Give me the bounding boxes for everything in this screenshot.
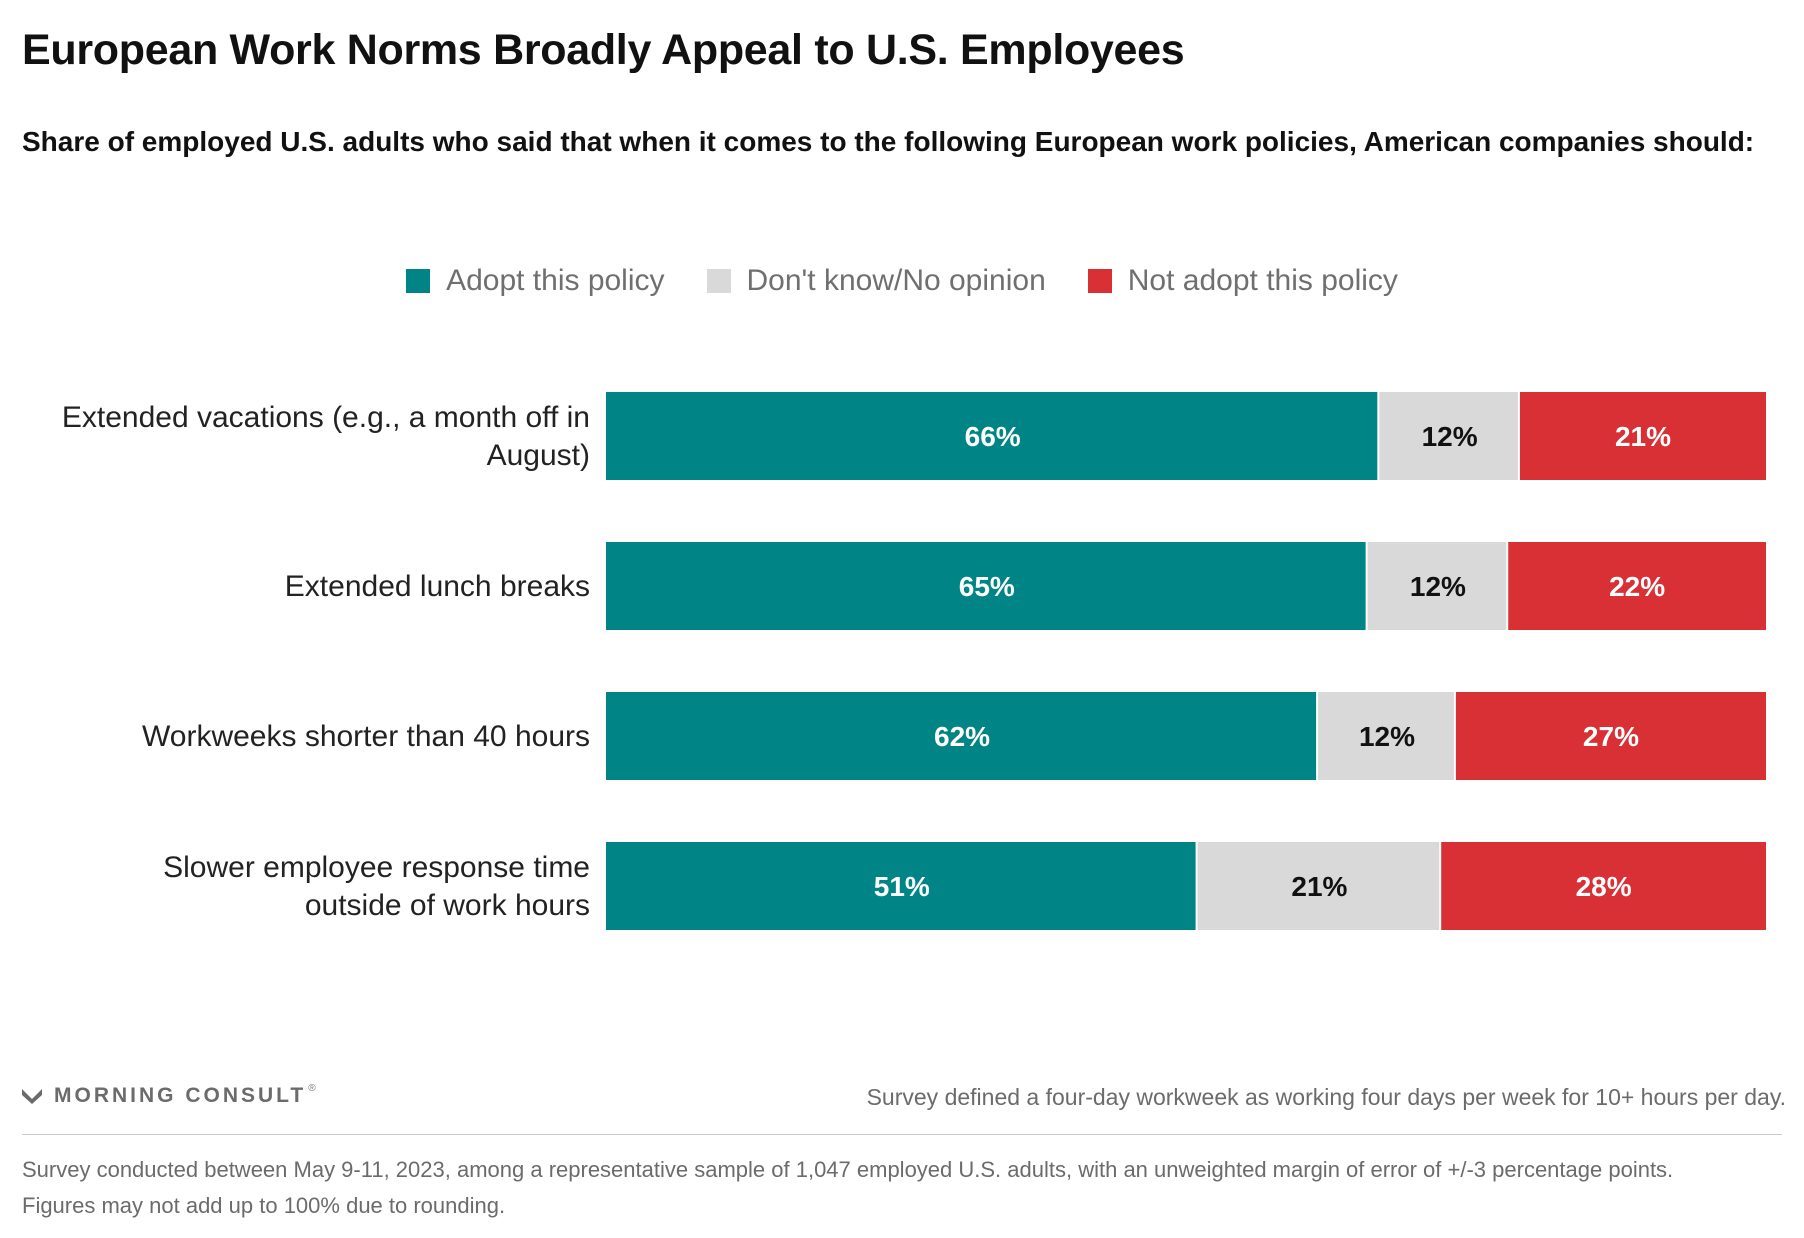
legend: Adopt this policy Don't know/No opinion …: [0, 264, 1804, 298]
legend-label-dont-know: Don't know/No opinion: [746, 264, 1046, 297]
legend-item-dont-know: Don't know/No opinion: [706, 264, 1046, 298]
bar-value-label: 51%: [874, 871, 930, 902]
methodology-note: Survey conducted between May 9-11, 2023,…: [22, 1157, 1674, 1218]
legend-label-adopt: Adopt this policy: [446, 264, 665, 297]
bar-value-label: 12%: [1410, 571, 1466, 602]
legend-swatch-dont-know: [706, 269, 731, 293]
bar-segment: [606, 842, 1196, 930]
legend-item-not-adopt: Not adopt this policy: [1087, 264, 1398, 298]
legend-swatch-not-adopt: [1087, 269, 1112, 293]
bar-segment: [1519, 392, 1766, 480]
bar-value-label: 65%: [959, 571, 1015, 602]
category-label: Extended lunch breaks: [285, 570, 590, 603]
bar-value-label: 12%: [1422, 421, 1478, 452]
bar-value-label: 62%: [934, 721, 990, 752]
category-label: Workweeks shorter than 40 hours: [142, 720, 590, 753]
brand-logo: MORNING CONSULT ®: [20, 1082, 316, 1108]
bar-value-label: 27%: [1583, 721, 1639, 752]
morning-consult-logo-icon: [22, 1089, 42, 1104]
bar-value-label: 22%: [1609, 571, 1665, 602]
legend-item-adopt: Adopt this policy: [406, 264, 665, 298]
bar-value-label: 12%: [1359, 721, 1415, 752]
bar-segment: [1367, 542, 1507, 630]
bar-segment: [1197, 842, 1440, 930]
bar-value-label: 66%: [965, 421, 1021, 452]
bar-value-label: 21%: [1615, 421, 1671, 452]
bar-segment: [1441, 842, 1766, 930]
stacked-bar-chart: Extended vacations (e.g., a month off in…: [62, 392, 1766, 930]
footnote-definition: Survey defined a four-day workweek as wo…: [866, 1084, 1786, 1110]
category-label: Slower employee response time outside of …: [163, 851, 590, 922]
bar-segment: [1379, 392, 1518, 480]
bar-segment: [1318, 692, 1454, 780]
chart-subtitle: Share of employed U.S. adults who said t…: [22, 126, 1755, 157]
chart-title: European Work Norms Broadly Appeal to U.…: [22, 26, 1185, 74]
bar-segment: [606, 692, 1317, 780]
bar-segment: [1508, 542, 1766, 630]
legend-label-not-adopt: Not adopt this policy: [1127, 264, 1398, 297]
bar-segment: [606, 392, 1378, 480]
bar-value-label: 28%: [1576, 871, 1632, 902]
footer-divider: [22, 1134, 1782, 1135]
brand-name: MORNING CONSULT: [54, 1084, 307, 1107]
bar-segment: [1455, 692, 1766, 780]
bar-segment: [606, 542, 1366, 630]
brand-trademark: ®: [308, 1082, 316, 1094]
bar-value-label: 21%: [1291, 871, 1347, 902]
legend-swatch-adopt: [406, 269, 431, 293]
category-label: Extended vacations (e.g., a month off in…: [62, 401, 590, 472]
